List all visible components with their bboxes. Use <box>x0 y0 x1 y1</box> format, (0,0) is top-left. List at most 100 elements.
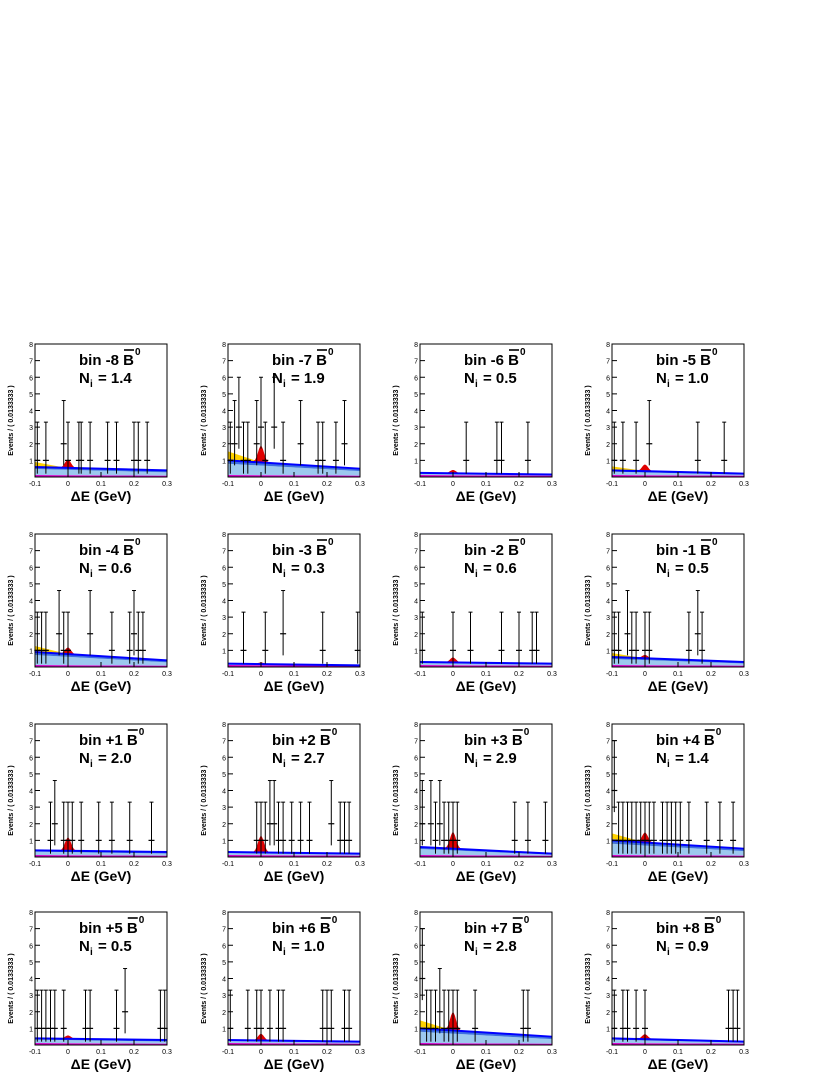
y-tick-label: 5 <box>29 392 33 399</box>
y-tick-label: 4 <box>222 409 226 416</box>
y-tick-label: 5 <box>414 772 418 779</box>
x-tick-label: -0.1 <box>222 861 234 868</box>
x-tick-label: 0 <box>451 1049 455 1056</box>
bbar-superscript: 0 <box>712 537 718 548</box>
x-tick-label: 0 <box>451 481 455 488</box>
panel-title: bin +1 B <box>79 732 138 749</box>
x-tick-label: 0.3 <box>739 481 749 488</box>
y-tick-label: 3 <box>222 425 226 432</box>
y-tick-label: 3 <box>606 993 610 1000</box>
x-tick-label: -0.1 <box>29 1049 41 1056</box>
panel-title: bin +5 B <box>79 920 138 937</box>
x-tick-label: 0.1 <box>481 861 491 868</box>
x-tick-label: 0.1 <box>96 861 106 868</box>
bbar-superscript: 0 <box>332 915 338 926</box>
x-tick-label: 0 <box>259 481 263 488</box>
x-tick-label: 0.2 <box>129 861 139 868</box>
x-axis-label: ΔE (GeV) <box>264 868 325 884</box>
x-axis-label: ΔE (GeV) <box>456 678 517 694</box>
y-tick-label: 8 <box>414 722 418 729</box>
y-axis-label: Events / ( 0.0133333 ) <box>585 575 592 645</box>
y-axis-label: Events / ( 0.0133333 ) <box>393 385 400 455</box>
panel-title: bin +4 B <box>656 732 715 749</box>
ni-label: N <box>464 560 475 577</box>
panel-title: bin +6 B <box>272 920 331 937</box>
y-tick-label: 8 <box>222 342 226 349</box>
ni-subscript: i <box>475 379 478 390</box>
x-tick-label: 0.2 <box>514 1049 524 1056</box>
x-tick-label: -0.1 <box>222 671 234 678</box>
y-tick-label: 5 <box>414 960 418 967</box>
x-axis-label: ΔE (GeV) <box>648 488 709 504</box>
x-tick-label: 0.2 <box>322 481 332 488</box>
chart-panel-14: 1 2 3 4 5 6 7 8 -0.1 0 0.1 0.2 0.3 ΔE (GeV) Events / (… <box>393 910 557 1072</box>
bbar-superscript: 0 <box>712 347 718 358</box>
y-tick-label: 2 <box>606 1010 610 1017</box>
chart-panel-6: 1 2 3 4 5 6 7 8 -0.1 0 0.1 0.2 0.3 ΔE (GeV) Events / (… <box>393 532 557 694</box>
y-axis-label: Events / ( 0.0133333 ) <box>8 953 15 1023</box>
x-tick-label: -0.1 <box>29 481 41 488</box>
y-tick-label: 6 <box>222 375 226 382</box>
x-tick-label: 0.1 <box>96 1049 106 1056</box>
y-axis-label: Events / ( 0.0133333 ) <box>201 765 208 835</box>
x-tick-label: 0 <box>66 861 70 868</box>
y-tick-label: 6 <box>29 375 33 382</box>
x-tick-label: 0.1 <box>289 1049 299 1056</box>
x-tick-label: 0 <box>643 671 647 678</box>
x-tick-label: -0.1 <box>29 861 41 868</box>
ni-value: = 2.9 <box>483 750 517 767</box>
chart-panel-5: 1 2 3 4 5 6 7 8 -0.1 0 0.1 0.2 0.3 ΔE (GeV) Events / (… <box>201 532 365 694</box>
y-tick-label: 1 <box>29 1026 33 1033</box>
chart-panel-10: 1 2 3 4 5 6 7 8 -0.1 0 0.1 0.2 0.3 ΔE (GeV) Events / (… <box>393 722 557 884</box>
y-tick-label: 4 <box>29 599 33 606</box>
chart-panel-8: 1 2 3 4 5 6 7 8 -0.1 0 0.1 0.2 0.3 ΔE (GeV) Events / (… <box>8 722 172 884</box>
x-tick-label: 0.2 <box>706 1049 716 1056</box>
y-tick-label: 5 <box>222 772 226 779</box>
y-tick-label: 2 <box>606 442 610 449</box>
panel-title: bin -4 B <box>79 542 134 559</box>
panel-title: bin +7 B <box>464 920 523 937</box>
y-tick-label: 2 <box>606 632 610 639</box>
y-tick-label: 4 <box>606 977 610 984</box>
y-tick-label: 8 <box>222 722 226 729</box>
x-tick-label: 0.2 <box>322 671 332 678</box>
x-tick-label: 0.3 <box>355 861 365 868</box>
total-fit-line <box>611 839 745 850</box>
y-tick-label: 1 <box>222 458 226 465</box>
y-tick-label: 8 <box>606 342 610 349</box>
ni-value: = 2.8 <box>483 938 517 955</box>
y-tick-label: 2 <box>29 442 33 449</box>
x-tick-label: 0 <box>451 671 455 678</box>
y-tick-label: 7 <box>222 927 226 934</box>
ni-label: N <box>272 370 283 387</box>
x-tick-label: -0.1 <box>414 671 426 678</box>
ni-value: = 1.0 <box>291 938 325 955</box>
y-tick-label: 7 <box>414 359 418 366</box>
y-tick-label: 8 <box>414 532 418 539</box>
y-tick-label: 1 <box>606 458 610 465</box>
y-tick-label: 6 <box>29 565 33 572</box>
x-tick-label: 0.2 <box>706 861 716 868</box>
x-tick-label: -0.1 <box>606 671 618 678</box>
y-axis-label: Events / ( 0.0133333 ) <box>393 953 400 1023</box>
panel-title: bin -6 B <box>464 352 519 369</box>
x-axis-label: ΔE (GeV) <box>648 868 709 884</box>
x-tick-label: 0.1 <box>289 481 299 488</box>
bbar-superscript: 0 <box>135 537 141 548</box>
x-axis-label: ΔE (GeV) <box>71 678 132 694</box>
y-tick-label: 5 <box>606 772 610 779</box>
chart-panel-15: 1 2 3 4 5 6 7 8 -0.1 0 0.1 0.2 0.3 ΔE (GeV) Events / (… <box>585 910 749 1072</box>
y-tick-label: 4 <box>606 409 610 416</box>
y-tick-label: 6 <box>606 375 610 382</box>
chart-panel-13: 1 2 3 4 5 6 7 8 -0.1 0 0.1 0.2 0.3 ΔE (GeV) Events / (… <box>201 910 365 1072</box>
x-tick-label: 0.2 <box>514 861 524 868</box>
x-tick-label: 0 <box>643 481 647 488</box>
y-tick-label: 8 <box>222 910 226 917</box>
ni-label: N <box>272 560 283 577</box>
x-tick-label: 0.3 <box>547 671 557 678</box>
y-axis-label: Events / ( 0.0133333 ) <box>393 765 400 835</box>
x-tick-label: 0.3 <box>547 861 557 868</box>
x-tick-label: 0.1 <box>481 1049 491 1056</box>
x-axis-label: ΔE (GeV) <box>264 1056 325 1072</box>
y-tick-label: 3 <box>29 425 33 432</box>
